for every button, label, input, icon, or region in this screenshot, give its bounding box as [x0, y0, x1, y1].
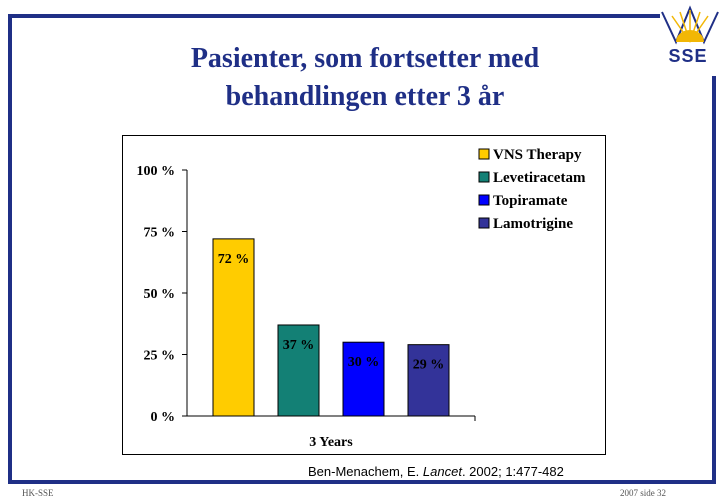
data-label: 29 %: [413, 358, 445, 373]
footer-page-number: 2007 side 32: [620, 488, 666, 498]
legend-swatch-levetiracetam: [478, 171, 490, 183]
y-tick-label: 75 %: [144, 226, 176, 241]
data-label: 30 %: [348, 355, 380, 370]
title-line-1: Pasienter, som fortsetter med: [190, 43, 540, 74]
sse-logo-icon: [661, 5, 719, 45]
legend-swatch-topiramate: [478, 194, 490, 206]
y-tick-label: 100 %: [137, 164, 176, 179]
legend-label: VNS Therapy: [493, 147, 582, 163]
logo-text: SSE: [668, 46, 708, 66]
title-line-2: behandlingen etter 3 år: [225, 81, 505, 112]
source-citation: Ben-Menachem, E. Lancet. 2002; 1:477-482: [308, 464, 564, 479]
bar-topiramate: [342, 341, 385, 417]
legend-swatch-lamotrigine: [478, 217, 490, 229]
legend-label: Levetiracetam: [493, 170, 586, 186]
y-tick-label: 50 %: [144, 287, 176, 302]
bar-levetiracetam: [277, 324, 320, 417]
frame-left-line: [8, 14, 12, 484]
legend-label: Lamotrigine: [493, 216, 573, 232]
chart-container: 0 % 25 % 50 % 75 % 100 % 72 % 37 % 30 % 29 % 3 Ye…: [122, 135, 606, 455]
source-journal: Lancet: [422, 464, 462, 479]
data-label: 72 %: [218, 252, 250, 267]
y-tick-label: 25 %: [144, 349, 176, 364]
source-author: Ben-Menachem, E.: [308, 464, 420, 479]
bar-lamotrigine: [407, 344, 450, 417]
footer-left-text: HK-SSE: [22, 488, 54, 498]
legend-label: Topiramate: [493, 193, 568, 209]
bar-vns-therapy: [212, 238, 255, 417]
y-tick-label: 0 %: [151, 410, 176, 425]
source-details: . 2002; 1:477-482: [461, 464, 564, 479]
data-label: 37 %: [283, 338, 315, 353]
frame-bottom-line: [8, 480, 716, 484]
bar-chart: 0 % 25 % 50 % 75 % 100 % 72 % 37 % 30 % 29 % 3 Ye…: [137, 147, 586, 450]
slide-title: Pasienter, som fortsetter med behandling…: [130, 40, 600, 116]
frame-top-line: [8, 14, 660, 18]
legend-swatch-vns-therapy: [478, 148, 490, 160]
x-axis-label: 3 Years: [309, 435, 353, 450]
frame-right-line: [712, 76, 716, 484]
